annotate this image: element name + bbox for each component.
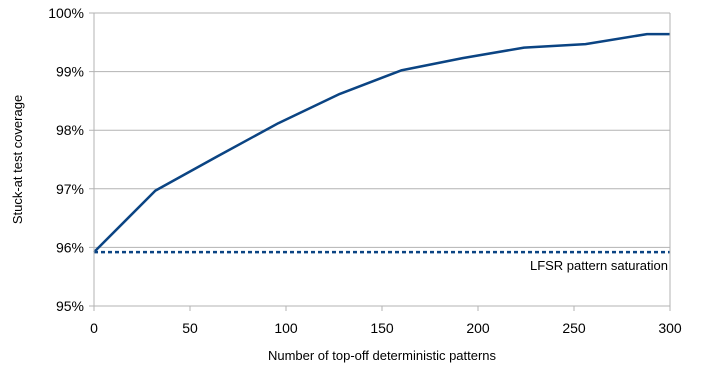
coverage-line bbox=[93, 32, 670, 253]
y-tick-label: 95% bbox=[56, 298, 84, 314]
series-layer bbox=[93, 32, 670, 254]
y-tick-label: 99% bbox=[56, 64, 84, 80]
y-tick-label: 97% bbox=[56, 181, 84, 197]
x-tick-label: 300 bbox=[658, 320, 682, 336]
y-tick-label: 100% bbox=[48, 5, 84, 21]
x-tick-label: 150 bbox=[370, 320, 394, 336]
y-tick-labels: 95% 96% 97% 98% 99% 100% bbox=[48, 5, 84, 314]
y-axis-title: Stuck-at test coverage bbox=[10, 95, 25, 224]
y-tick-label: 98% bbox=[56, 122, 84, 138]
x-tick-label: 0 bbox=[90, 320, 98, 336]
x-tick-label: 200 bbox=[466, 320, 490, 336]
x-tick-label: 250 bbox=[562, 320, 586, 336]
x-tick-label: 100 bbox=[274, 320, 298, 336]
y-tick-label: 96% bbox=[56, 239, 84, 255]
x-tick-labels: 0 50 100 150 200 250 300 bbox=[90, 320, 682, 336]
saturation-label: LFSR pattern saturation bbox=[530, 258, 668, 273]
x-tick-label: 50 bbox=[182, 320, 198, 336]
x-axis-title: Number of top-off deterministic patterns bbox=[268, 348, 497, 363]
axes bbox=[93, 13, 671, 311]
